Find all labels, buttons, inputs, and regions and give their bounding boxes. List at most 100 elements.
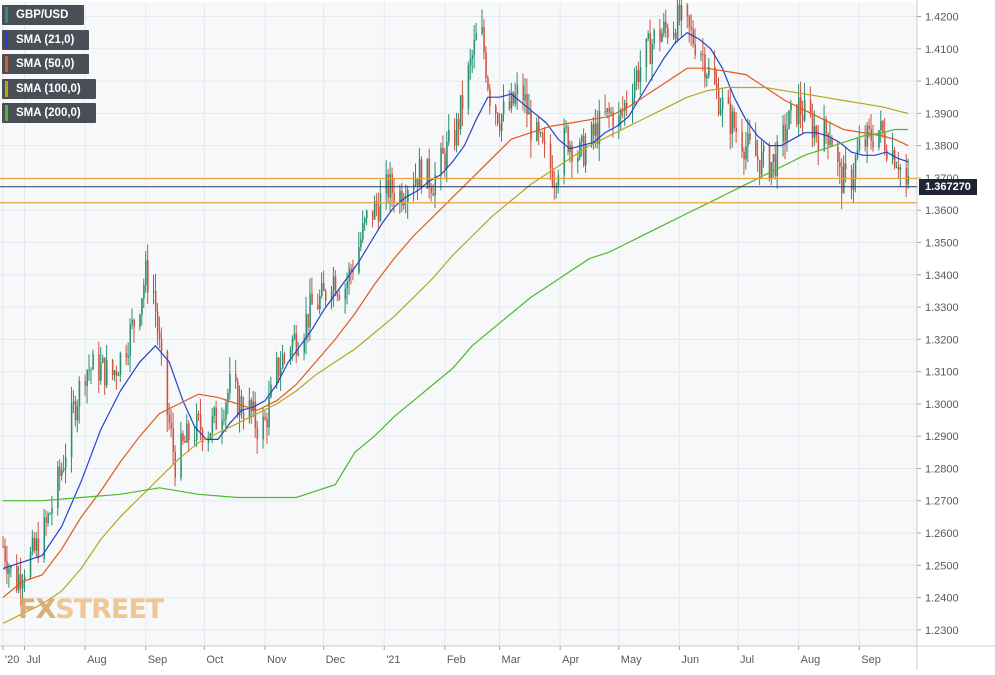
candle-body xyxy=(743,151,745,160)
candle-body xyxy=(223,419,225,421)
candle xyxy=(829,121,831,148)
candle xyxy=(194,426,196,446)
candle-body xyxy=(880,121,882,131)
candle-body xyxy=(280,368,282,377)
legend-item-sma21[interactable]: SMA (21,0) xyxy=(2,29,89,50)
candle xyxy=(196,403,198,447)
legend-item-sma50[interactable]: SMA (50,0) xyxy=(2,54,89,74)
candle-body xyxy=(882,121,884,133)
candle xyxy=(317,293,319,311)
candle-body xyxy=(158,332,161,339)
candle xyxy=(747,118,749,163)
candle xyxy=(674,28,677,45)
candle-body xyxy=(188,423,190,441)
candle-body xyxy=(401,190,403,206)
candle xyxy=(571,141,573,179)
candle xyxy=(385,160,388,210)
candle-body xyxy=(459,95,462,130)
legend-item-sma200[interactable]: SMA (200,0) xyxy=(2,103,96,123)
candle xyxy=(495,103,497,126)
candle-body xyxy=(690,27,693,30)
candle-body xyxy=(667,27,669,38)
candle xyxy=(362,210,364,243)
candle-body xyxy=(199,414,202,431)
candle xyxy=(47,511,49,527)
candle-body xyxy=(403,202,405,206)
candle xyxy=(76,399,79,433)
candle-body xyxy=(84,380,87,386)
candle-body xyxy=(604,111,607,113)
legend-item-gbpusd[interactable]: GBP/USD xyxy=(2,5,84,25)
candle xyxy=(721,88,724,128)
candle xyxy=(784,114,786,160)
candle xyxy=(434,162,437,208)
y-tick-label: 1.3000 xyxy=(925,399,959,411)
candle xyxy=(33,531,36,554)
candle-body xyxy=(111,359,114,376)
candle-body xyxy=(749,133,751,140)
candle xyxy=(499,113,501,137)
candle xyxy=(497,111,499,127)
candle-body xyxy=(29,551,32,577)
current-price-tag: 1.367270 xyxy=(919,179,977,195)
candle xyxy=(772,153,775,178)
y-tick-label: 1.2900 xyxy=(925,431,959,443)
candle xyxy=(604,94,607,116)
candle-body xyxy=(180,433,182,478)
candle xyxy=(4,538,6,571)
candle xyxy=(63,454,65,473)
candle xyxy=(366,209,368,226)
candle-body xyxy=(152,290,155,293)
candle-body xyxy=(131,319,133,325)
candle-body xyxy=(481,26,483,34)
x-tick-label: '21 xyxy=(386,654,400,666)
candle-body xyxy=(186,423,188,443)
candle-body xyxy=(209,433,212,439)
candle-body xyxy=(393,192,395,203)
candle xyxy=(377,192,380,229)
legend-swatch-sma200 xyxy=(5,105,8,121)
candle xyxy=(389,162,392,213)
candle-body xyxy=(872,140,874,148)
candle-body xyxy=(886,150,888,160)
x-tick-label: Nov xyxy=(267,654,287,666)
candle xyxy=(686,3,689,29)
candle-body xyxy=(282,354,284,369)
plot-background xyxy=(0,2,917,646)
candle xyxy=(344,283,347,314)
candle-body xyxy=(330,290,333,301)
candle xyxy=(800,81,802,129)
candle-body xyxy=(516,85,519,95)
candle xyxy=(622,96,624,119)
candle xyxy=(866,122,869,164)
candle xyxy=(620,107,622,131)
candle xyxy=(815,124,818,143)
legend-item-sma100[interactable]: SMA (100,0) xyxy=(2,78,96,99)
candle xyxy=(270,376,272,399)
candle xyxy=(755,122,757,157)
candle xyxy=(502,84,505,122)
candle-body xyxy=(510,92,513,109)
candle-body xyxy=(661,33,663,42)
candle xyxy=(702,38,704,72)
candle xyxy=(416,178,419,200)
candle-body xyxy=(581,135,583,143)
candle xyxy=(360,231,362,252)
candle xyxy=(266,412,268,444)
candle-body xyxy=(215,407,218,430)
candle xyxy=(858,125,861,153)
candle-body xyxy=(338,295,341,300)
candle-body xyxy=(278,357,280,377)
x-tick-label: Aug xyxy=(87,654,107,666)
candle-body xyxy=(358,247,360,273)
candle xyxy=(631,83,634,124)
candle-body xyxy=(325,290,327,301)
candle xyxy=(143,278,145,309)
candle xyxy=(29,546,32,580)
candle-body xyxy=(526,94,528,115)
candle-body xyxy=(317,304,319,309)
candle-body xyxy=(309,293,311,328)
candle-body xyxy=(639,67,642,82)
candle-body xyxy=(92,354,94,370)
